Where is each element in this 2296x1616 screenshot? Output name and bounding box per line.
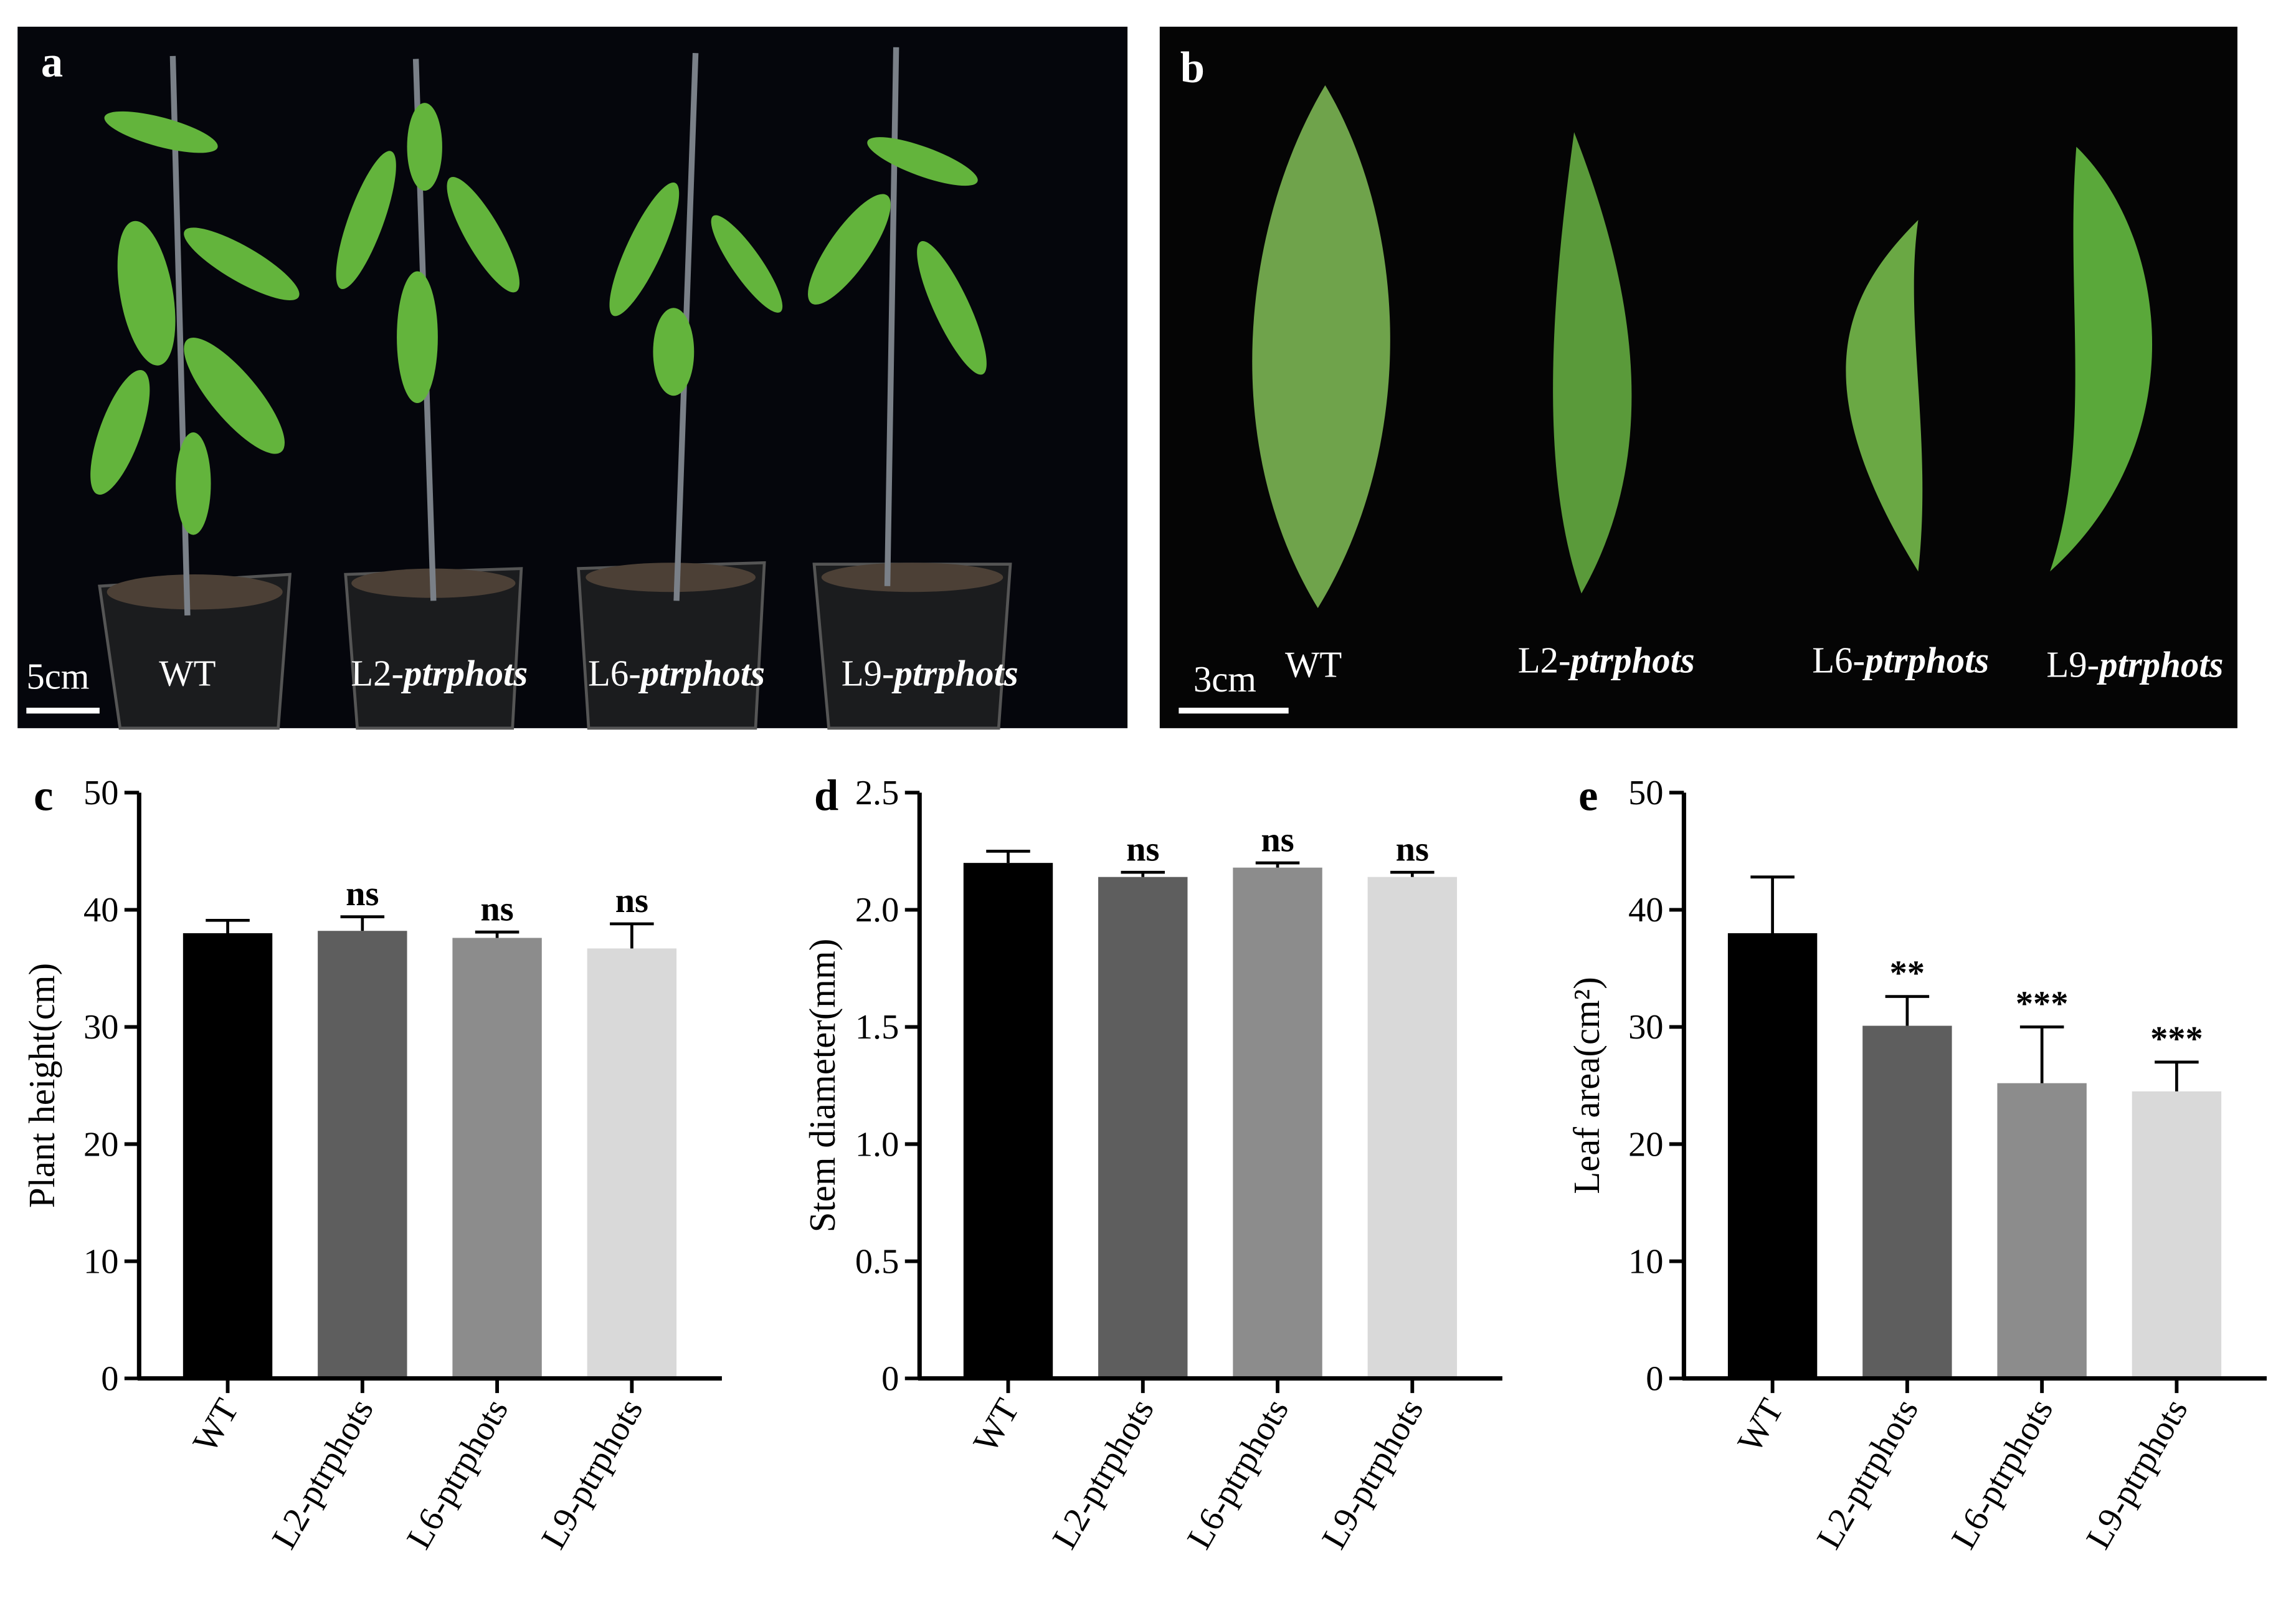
- x-tick-label: L2-ptrphots: [265, 1392, 381, 1556]
- significance-label: **: [1890, 954, 1925, 993]
- panel-label: a: [41, 38, 63, 87]
- significance-label: ns: [1396, 830, 1429, 868]
- bar: [1098, 877, 1188, 1379]
- leaves: [1252, 85, 2153, 609]
- photo-b: b 3cm WT L2-ptrphots L6-ptrphots L9-ptrp…: [1159, 26, 2237, 728]
- x-tick-label: WT: [1730, 1392, 1791, 1459]
- error-bar: [1885, 995, 1930, 1026]
- y-tick-label: 10: [1628, 1242, 1663, 1281]
- y-tick-label: 2.5: [855, 774, 899, 812]
- error-bar: [2155, 1060, 2199, 1091]
- pots: [98, 561, 1012, 730]
- error-bar: [1121, 870, 1165, 877]
- error-bar: [1390, 870, 1435, 877]
- panel-label: b: [1180, 44, 1205, 92]
- leaves: [90, 103, 987, 535]
- x-tick-label: WT: [966, 1392, 1027, 1459]
- chart: d Stem diameter(mm) 0 0.5 1.0 1.5 2.0 2.5 WT ns L2…: [802, 772, 1502, 1556]
- bar: [1233, 867, 1322, 1379]
- y-axis-label: Plant height(cm): [22, 963, 62, 1208]
- photo-label: L9-ptrphots: [842, 654, 1018, 694]
- photo-label: L6-ptrphots: [588, 654, 765, 694]
- photo-label: L2-ptrphots: [1518, 640, 1695, 681]
- bar: [2132, 1091, 2222, 1379]
- x-tick-label: L6-ptrphots: [1180, 1392, 1296, 1556]
- scale-bar-label: 5cm: [26, 656, 89, 696]
- error-bar: [610, 922, 654, 949]
- bar: [1862, 1025, 1952, 1379]
- photo-label: WT: [1285, 645, 1342, 685]
- panel-label: e: [1578, 772, 1598, 820]
- y-tick-label: 40: [83, 891, 118, 929]
- y-tick-label: 2.0: [855, 891, 899, 929]
- y-tick-label: 20: [1628, 1125, 1663, 1164]
- error-bar: [340, 915, 385, 931]
- error-bar: [1750, 875, 1795, 933]
- significance-label: ***: [2150, 1020, 2203, 1058]
- photo-label: L9-ptrphots: [2046, 645, 2223, 685]
- error-bar: [986, 849, 1030, 863]
- x-tick-label: L9-ptrphots: [2079, 1392, 2196, 1556]
- significance-label: ns: [615, 882, 648, 920]
- x-tick-label: L6-ptrphots: [399, 1392, 516, 1556]
- bar: [587, 948, 677, 1379]
- significance-label: ns: [1126, 830, 1159, 868]
- bar: [1997, 1083, 2087, 1379]
- bar: [452, 938, 542, 1379]
- panel-label: c: [34, 772, 53, 820]
- y-tick-label: 0: [881, 1359, 899, 1398]
- x-tick-label: L2-ptrphots: [1045, 1392, 1162, 1556]
- photo-label: WT: [159, 654, 216, 694]
- error-bar: [1255, 861, 1300, 868]
- photo-a: a 5cm WT L2-ptrphots L6-ptrphots L9-ptrp…: [17, 26, 1128, 730]
- chart: e Leaf area(cm²) 0 10 20 30 40 50 WT ** L2-ptrphot…: [1567, 772, 2267, 1556]
- bar: [183, 933, 273, 1379]
- chart: c Plant height(cm) 0 10 20 30 40 50 WT ns L2-ptrph…: [22, 772, 722, 1556]
- y-tick-label: 50: [1628, 774, 1663, 812]
- significance-label: ns: [346, 875, 379, 913]
- error-bar: [206, 918, 250, 933]
- y-axis-label: Leaf area(cm²): [1567, 977, 1607, 1194]
- y-tick-label: 1.0: [855, 1125, 899, 1164]
- significance-label: ***: [2016, 985, 2069, 1024]
- y-tick-label: 50: [83, 774, 118, 812]
- y-tick-label: 0.5: [855, 1242, 899, 1281]
- panel-label: d: [814, 772, 838, 820]
- y-tick-label: 10: [83, 1242, 118, 1281]
- bar: [963, 863, 1053, 1379]
- bar: [1367, 877, 1458, 1379]
- significance-label: ns: [1261, 820, 1294, 859]
- error-bar: [475, 930, 519, 938]
- x-tick-label: L9-ptrphots: [534, 1392, 651, 1556]
- significance-label: ns: [480, 890, 513, 928]
- photo-label: L2-ptrphots: [351, 654, 528, 694]
- x-tick-label: L6-ptrphots: [1944, 1392, 2061, 1556]
- y-tick-label: 0: [1646, 1359, 1663, 1398]
- y-tick-label: 30: [1628, 1008, 1663, 1047]
- bar: [1727, 933, 1818, 1379]
- photo-label: L6-ptrphots: [1812, 640, 1989, 681]
- scale-bar-label: 3cm: [1193, 659, 1256, 700]
- x-tick-label: L9-ptrphots: [1315, 1392, 1431, 1556]
- y-tick-label: 0: [101, 1359, 118, 1398]
- error-bar: [2019, 1025, 2064, 1083]
- y-tick-label: 1.5: [855, 1008, 899, 1047]
- y-tick-label: 20: [83, 1125, 118, 1164]
- y-tick-label: 40: [1628, 891, 1663, 929]
- y-axis-label: Stem diameter(mm): [802, 939, 843, 1233]
- y-tick-label: 30: [83, 1008, 118, 1047]
- bar: [318, 931, 407, 1379]
- x-tick-label: L2-ptrphots: [1810, 1392, 1926, 1556]
- x-tick-label: WT: [186, 1392, 247, 1459]
